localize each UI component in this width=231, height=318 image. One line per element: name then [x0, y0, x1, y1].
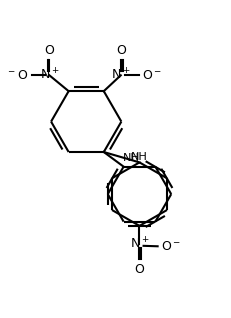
Text: $\mathregular{N^+}$: $\mathregular{N^+}$	[40, 68, 59, 83]
Text: $\mathregular{N^+}$: $\mathregular{N^+}$	[110, 68, 130, 83]
Text: $\mathregular{^-O}$: $\mathregular{^-O}$	[6, 69, 28, 82]
Text: O: O	[115, 44, 125, 57]
Text: NH: NH	[122, 153, 139, 163]
Text: NH: NH	[130, 152, 147, 162]
Text: $\mathregular{O^-}$: $\mathregular{O^-}$	[160, 240, 180, 253]
Text: $\mathregular{O^-}$: $\mathregular{O^-}$	[141, 69, 161, 82]
Text: O: O	[134, 263, 144, 276]
Text: O: O	[44, 44, 54, 57]
Text: $\mathregular{N^+}$: $\mathregular{N^+}$	[129, 236, 149, 252]
